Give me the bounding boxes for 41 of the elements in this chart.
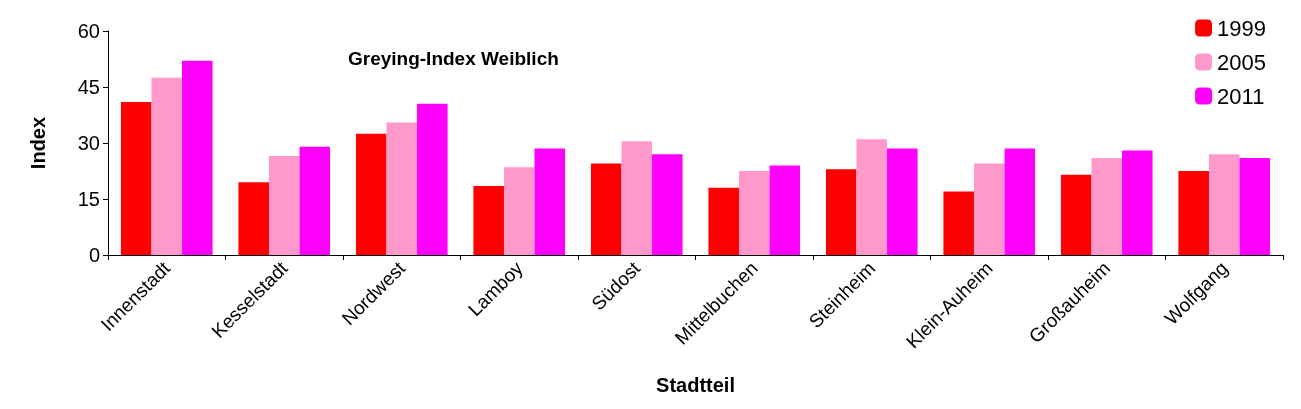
legend-label: 2011 [1217, 83, 1265, 109]
bar [1208, 154, 1240, 255]
bar [590, 163, 622, 255]
bar [1091, 157, 1123, 255]
bar [708, 187, 739, 255]
bar [299, 146, 331, 255]
y-tick-label: 15 [77, 188, 100, 210]
y-tick-label: 60 [77, 20, 100, 42]
bar [738, 171, 770, 255]
y-tick-label: 45 [77, 76, 100, 98]
bar [503, 167, 535, 255]
bar [386, 122, 418, 255]
bar [238, 182, 269, 255]
text: Greying-Index Weiblich [348, 48, 559, 69]
bar [1004, 148, 1036, 255]
bar [887, 148, 918, 255]
legend-label: 1999 [1217, 15, 1267, 41]
bar [120, 101, 152, 255]
bar [943, 191, 974, 255]
bar [151, 77, 183, 255]
bar [473, 185, 504, 255]
bar [1178, 171, 1209, 255]
bar [1060, 174, 1092, 255]
bar [182, 60, 213, 255]
bar [652, 154, 683, 255]
bar [1239, 157, 1271, 255]
x-axis-title: Stadtteil [656, 374, 735, 396]
bar [1122, 150, 1153, 255]
bar [621, 141, 653, 255]
bar [856, 139, 888, 255]
y-tick-label: 0 [88, 244, 100, 266]
y-axis-title: Index [27, 116, 49, 170]
bar [534, 148, 566, 255]
bar [973, 163, 1005, 255]
bar [825, 169, 857, 255]
bar [355, 133, 387, 255]
bar [769, 165, 801, 255]
legend-label: 2005 [1217, 49, 1267, 75]
bar [417, 103, 448, 255]
bar [268, 156, 300, 255]
y-tick-label: 30 [77, 132, 100, 154]
